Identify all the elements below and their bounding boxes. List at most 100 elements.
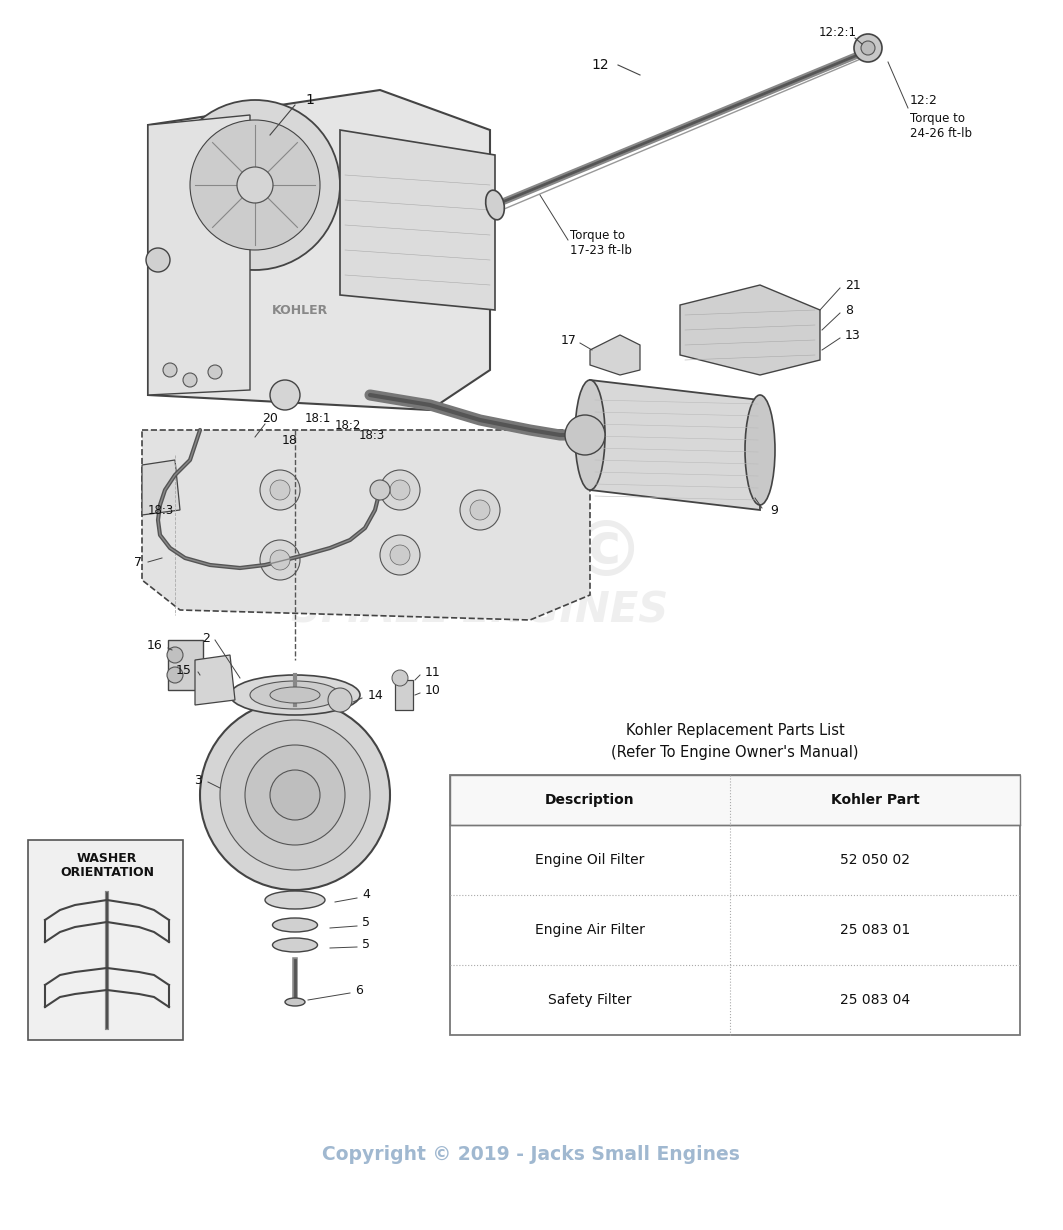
Circle shape — [244, 745, 345, 845]
Ellipse shape — [265, 891, 325, 909]
Text: 1: 1 — [305, 93, 315, 107]
Text: Kohler Replacement Parts List: Kohler Replacement Parts List — [626, 722, 844, 738]
Text: 20: 20 — [263, 412, 277, 424]
Text: 18: 18 — [282, 433, 298, 446]
Text: KOHLER: KOHLER — [272, 304, 328, 316]
Text: JACKS©: JACKS© — [315, 518, 646, 592]
Text: 25 083 04: 25 083 04 — [840, 993, 910, 1007]
Text: 13: 13 — [845, 328, 861, 342]
Circle shape — [167, 667, 183, 683]
Ellipse shape — [230, 675, 360, 715]
Text: 9: 9 — [770, 503, 778, 517]
Circle shape — [183, 373, 197, 387]
Text: 4: 4 — [362, 888, 370, 902]
Circle shape — [208, 365, 222, 379]
Polygon shape — [590, 380, 760, 510]
Text: 17-23 ft-lb: 17-23 ft-lb — [570, 244, 631, 257]
Ellipse shape — [745, 395, 775, 506]
Ellipse shape — [272, 938, 318, 952]
Text: Description: Description — [545, 793, 635, 807]
Circle shape — [163, 363, 178, 378]
Ellipse shape — [285, 998, 305, 1006]
Ellipse shape — [486, 191, 504, 220]
Circle shape — [167, 647, 183, 663]
Circle shape — [392, 670, 408, 686]
Text: (Refer To Engine Owner's Manual): (Refer To Engine Owner's Manual) — [611, 744, 859, 759]
Circle shape — [190, 121, 320, 250]
Text: 6: 6 — [355, 984, 362, 996]
Text: 21: 21 — [845, 278, 861, 292]
Circle shape — [237, 167, 273, 203]
Text: 12:2: 12:2 — [910, 93, 938, 107]
Text: 52 050 02: 52 050 02 — [840, 852, 910, 867]
Text: 5: 5 — [362, 937, 370, 951]
Text: 18:3: 18:3 — [359, 428, 385, 442]
Polygon shape — [340, 130, 495, 310]
Polygon shape — [680, 285, 820, 375]
Text: Kohler Part: Kohler Part — [830, 793, 919, 807]
Text: 5: 5 — [362, 916, 370, 930]
Text: 12: 12 — [591, 58, 609, 73]
FancyBboxPatch shape — [450, 775, 1020, 1034]
FancyBboxPatch shape — [450, 775, 1020, 825]
FancyBboxPatch shape — [168, 640, 203, 690]
Text: 14: 14 — [368, 689, 384, 701]
Text: Engine Air Filter: Engine Air Filter — [535, 922, 645, 937]
Ellipse shape — [270, 688, 320, 704]
Circle shape — [200, 700, 390, 891]
Circle shape — [566, 415, 605, 455]
Text: SMALL ENGINES: SMALL ENGINES — [291, 589, 669, 631]
Circle shape — [390, 545, 410, 565]
Text: 11: 11 — [425, 665, 441, 679]
Text: 15: 15 — [176, 663, 192, 676]
Circle shape — [170, 100, 340, 271]
Polygon shape — [195, 656, 235, 705]
FancyBboxPatch shape — [28, 840, 183, 1041]
Circle shape — [854, 34, 882, 62]
Text: 2: 2 — [202, 631, 210, 645]
Text: WASHER: WASHER — [77, 851, 137, 865]
Text: 12:2:1: 12:2:1 — [819, 26, 857, 38]
Ellipse shape — [272, 918, 318, 932]
Text: 16: 16 — [147, 638, 162, 652]
Text: 24-26 ft-lb: 24-26 ft-lb — [910, 127, 972, 139]
Text: 17: 17 — [561, 333, 577, 347]
Polygon shape — [148, 114, 250, 395]
Text: 7: 7 — [134, 556, 142, 568]
Circle shape — [270, 770, 320, 820]
Circle shape — [146, 248, 170, 272]
Circle shape — [861, 41, 875, 55]
Text: ORIENTATION: ORIENTATION — [60, 866, 154, 879]
Polygon shape — [590, 335, 640, 375]
Text: 18:1: 18:1 — [305, 412, 332, 424]
Text: Torque to: Torque to — [570, 229, 625, 241]
Text: 25 083 01: 25 083 01 — [840, 922, 910, 937]
Text: Torque to: Torque to — [910, 112, 965, 124]
Text: 18:2: 18:2 — [335, 418, 361, 432]
Text: 3: 3 — [195, 774, 202, 786]
Circle shape — [220, 720, 370, 870]
Text: Copyright © 2019 - Jacks Small Engines: Copyright © 2019 - Jacks Small Engines — [322, 1145, 740, 1165]
Circle shape — [270, 480, 290, 501]
Circle shape — [390, 480, 410, 501]
Circle shape — [260, 470, 300, 510]
Circle shape — [270, 550, 290, 569]
Polygon shape — [142, 460, 180, 515]
Text: Safety Filter: Safety Filter — [549, 993, 631, 1007]
Text: 10: 10 — [425, 684, 441, 696]
Circle shape — [260, 540, 300, 581]
Circle shape — [379, 470, 420, 510]
Text: Engine Oil Filter: Engine Oil Filter — [536, 852, 644, 867]
Circle shape — [328, 688, 352, 712]
FancyBboxPatch shape — [395, 680, 414, 710]
Polygon shape — [142, 430, 590, 620]
Circle shape — [270, 380, 300, 410]
Text: 8: 8 — [845, 304, 853, 316]
Polygon shape — [148, 90, 490, 410]
Circle shape — [460, 490, 500, 530]
Ellipse shape — [250, 681, 340, 708]
Circle shape — [379, 535, 420, 574]
Circle shape — [370, 480, 390, 501]
Circle shape — [470, 501, 490, 520]
Text: 18:3: 18:3 — [148, 503, 174, 517]
